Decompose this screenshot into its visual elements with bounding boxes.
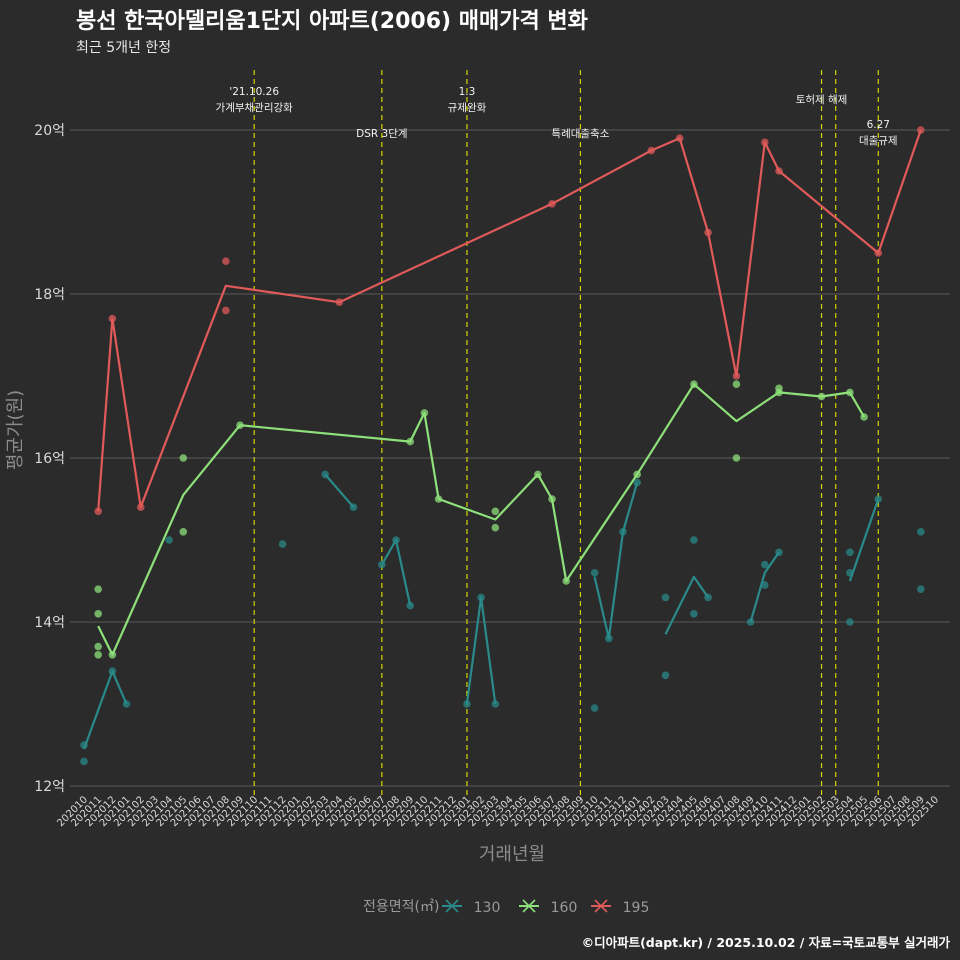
data-point-160 — [179, 528, 188, 536]
data-point-130 — [165, 536, 173, 544]
series-line-195 — [97, 129, 922, 512]
data-point-160 — [732, 380, 741, 389]
chart-subtitle: 최근 5개년 한정 — [76, 40, 171, 56]
data-point-130 — [80, 757, 88, 766]
data-point-130 — [633, 478, 641, 487]
event-annotation: 특례대출축소 — [551, 128, 609, 140]
legend-item-195: 195 — [591, 899, 650, 916]
event-lines — [253, 70, 879, 796]
legend-item-130: 130 — [442, 899, 501, 916]
y-axis-title: 평균가(원) — [5, 390, 26, 470]
data-point-195 — [222, 306, 230, 315]
data-point-195 — [917, 126, 925, 134]
source-caption: ©디아파트(dapt.kr) / 2025.10.02 / 자료=국토교통부 실… — [582, 935, 951, 950]
data-point-160 — [94, 585, 102, 593]
data-point-160 — [94, 610, 102, 618]
series-line-130 — [664, 575, 710, 635]
data-point-195 — [94, 507, 102, 516]
series-line-130 — [324, 473, 355, 508]
series-line-130 — [82, 670, 128, 750]
data-point-130 — [846, 618, 854, 626]
series-line-130 — [380, 538, 412, 606]
data-point-130 — [690, 610, 698, 618]
series-160 — [94, 380, 868, 659]
data-point-130 — [917, 585, 925, 593]
y-tick-labels: 12억 14억 16억 18억 20억 — [34, 123, 65, 795]
data-point-160 — [94, 642, 102, 651]
y-tick-label: 18억 — [34, 287, 65, 303]
chart-title: 봉선 한국아델리움1단지 아파트(2006) 매매가격 변화 — [76, 9, 588, 34]
legend-label-130: 130 — [474, 900, 501, 916]
data-point-130 — [590, 704, 599, 712]
data-point-130 — [491, 700, 500, 708]
y-tick-label: 16억 — [34, 451, 65, 467]
data-series — [80, 126, 925, 766]
data-point-160 — [732, 454, 741, 462]
legend-label-160: 160 — [551, 900, 578, 916]
legend-title: 전용면적(㎡) — [363, 899, 439, 915]
y-tick-label: 20억 — [34, 123, 65, 139]
x-tick-labels: 2020102020112020122021012021022021032021… — [55, 794, 941, 829]
data-point-130 — [278, 540, 287, 548]
y-tick-label: 14억 — [34, 615, 65, 631]
series-line-130 — [848, 498, 880, 582]
legend: 전용면적(㎡) 130 160 195 — [363, 899, 649, 916]
legend-key-cross — [445, 899, 459, 913]
event-annotation: 토허제 해제 — [796, 93, 848, 106]
data-point-195 — [222, 257, 230, 266]
legend-key-cross — [594, 899, 608, 913]
legend-key-cross — [522, 899, 536, 913]
legend-label-195: 195 — [623, 900, 650, 916]
series-line-160 — [97, 383, 866, 656]
series-195 — [94, 126, 925, 516]
y-tick-label: 12억 — [34, 779, 65, 795]
data-point-130 — [661, 593, 670, 602]
series-line-130 — [593, 482, 639, 640]
event-annotation: 가계부채관리강화 — [216, 102, 294, 114]
data-point-130 — [690, 536, 698, 544]
data-point-160 — [179, 454, 188, 462]
event-annotation: 6.27 — [867, 119, 890, 131]
x-axis-title: 거래년월 — [479, 844, 545, 865]
data-point-130 — [917, 528, 925, 536]
event-annotation: 규제완화 — [448, 101, 487, 114]
data-point-160 — [491, 507, 500, 516]
event-annotation: DSR 3단계 — [356, 128, 407, 140]
event-annotation: '21.10.26 — [229, 86, 279, 98]
data-point-130 — [846, 548, 854, 557]
legend-item-160: 160 — [519, 899, 578, 916]
data-point-160 — [94, 651, 102, 659]
data-point-160 — [491, 523, 500, 532]
data-point-130 — [761, 560, 769, 569]
data-point-130 — [406, 601, 415, 610]
series-line-130 — [465, 596, 497, 705]
grid-lines — [70, 129, 950, 787]
event-annotation: 1.3 — [459, 86, 476, 98]
series-130 — [80, 470, 925, 766]
data-point-130 — [661, 671, 670, 680]
event-annotation: 대출규제 — [859, 135, 898, 147]
data-point-130 — [590, 569, 599, 577]
series-line-130 — [749, 551, 780, 623]
